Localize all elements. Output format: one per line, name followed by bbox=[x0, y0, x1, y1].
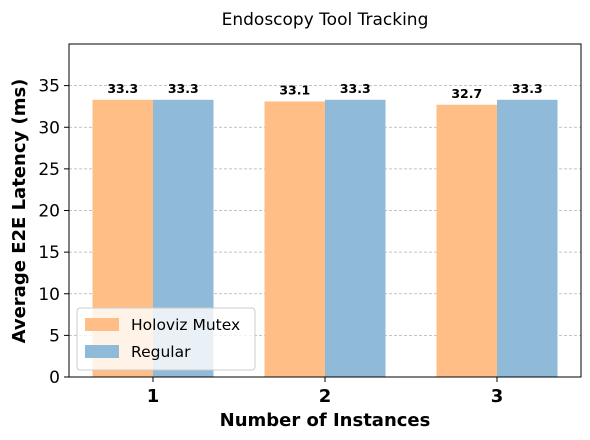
data-labels: 33.3 33.3 33.1 33.3 32.7 33.3 bbox=[107, 81, 542, 101]
y-tick-label: 5 bbox=[49, 326, 60, 346]
chart-title: Endoscopy Tool Tracking bbox=[222, 10, 429, 30]
data-label: 33.1 bbox=[279, 82, 310, 97]
x-tick-label: 3 bbox=[491, 386, 504, 407]
bar-holoviz-mutex-2 bbox=[264, 101, 325, 377]
bar-regular-3 bbox=[497, 99, 558, 377]
bar-regular-2 bbox=[325, 99, 386, 377]
bar-holoviz-mutex-3 bbox=[436, 104, 497, 378]
data-label: 33.3 bbox=[107, 81, 138, 96]
data-label: 33.3 bbox=[340, 81, 371, 96]
y-axis-ticks: 0 5 10 15 20 25 30 35 bbox=[38, 77, 69, 388]
legend-label: Regular bbox=[131, 343, 191, 361]
y-tick-label: 25 bbox=[38, 160, 60, 180]
y-tick-label: 30 bbox=[38, 118, 60, 138]
x-tick-label: 1 bbox=[147, 386, 160, 407]
legend-box bbox=[76, 307, 256, 371]
legend-label: Holoviz Mutex bbox=[131, 316, 240, 334]
x-tick-label: 2 bbox=[319, 386, 332, 407]
y-tick-label: 0 bbox=[49, 368, 60, 388]
y-tick-label: 10 bbox=[38, 285, 60, 305]
y-tick-label: 20 bbox=[38, 202, 60, 222]
data-label: 32.7 bbox=[451, 86, 482, 101]
legend-swatch bbox=[85, 318, 119, 331]
y-tick-label: 35 bbox=[38, 77, 60, 97]
y-tick-label: 15 bbox=[38, 243, 60, 263]
bars bbox=[92, 99, 558, 378]
x-axis-ticks: 1 2 3 bbox=[147, 377, 504, 407]
data-label: 33.3 bbox=[168, 81, 199, 96]
x-axis-label: Number of Instances bbox=[220, 410, 431, 431]
y-axis-label: Average E2E Latency (ms) bbox=[9, 79, 30, 344]
legend: Holoviz Mutex Regular bbox=[76, 307, 256, 371]
legend-swatch bbox=[85, 345, 119, 358]
data-label: 33.3 bbox=[512, 81, 543, 96]
